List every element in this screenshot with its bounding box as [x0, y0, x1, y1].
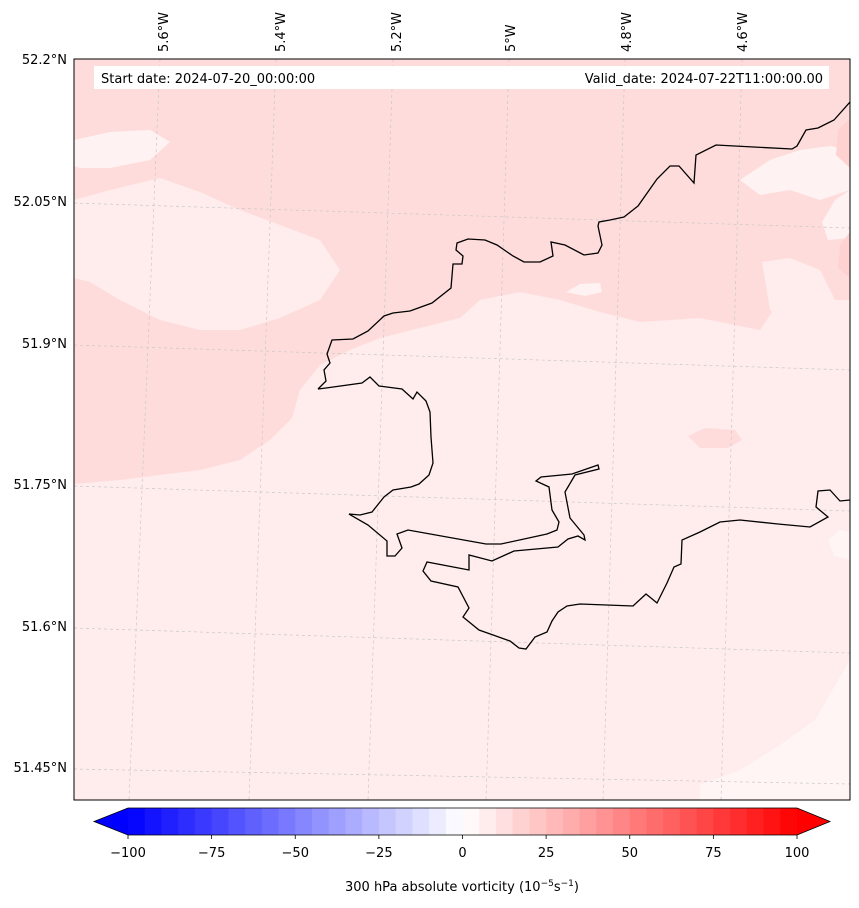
colorbar-tick-label: −50 [282, 846, 309, 861]
colorbar-segment [696, 808, 714, 835]
colorbar-segment [445, 808, 464, 835]
colorbar-segment [429, 808, 447, 835]
colorbar-segment [596, 808, 614, 835]
vorticity-contour-low-nw [74, 130, 170, 168]
colorbar-segment [261, 808, 280, 835]
vorticity-contour-low-e2 [762, 258, 850, 335]
map-frame [73, 58, 851, 801]
lat-label: 51.6°N [22, 620, 67, 635]
colorbar-segment [512, 808, 530, 835]
colorbar-extend-low [94, 808, 128, 835]
colorbar-segment [144, 808, 163, 835]
colorbar-segment [178, 808, 196, 835]
lat-label: 51.9°N [22, 337, 67, 352]
colorbar-tick-label: 50 [621, 846, 638, 861]
lat-label: 52.05°N [14, 195, 67, 210]
lat-label: 52.2°N [22, 53, 67, 68]
colorbar-tick-label: 75 [705, 846, 722, 861]
colorbar-segment [579, 808, 597, 835]
vorticity-contour-high-e1 [836, 118, 850, 168]
colorbar-segment [746, 808, 765, 835]
colorbar-segment [679, 808, 698, 835]
coastline-north [317, 101, 850, 390]
colorbar-segment [529, 808, 547, 835]
lon-label: 5.4°W [274, 12, 289, 52]
colorbar-segment [763, 808, 781, 835]
latitude-labels: 52.2°N 52.05°N 51.9°N 51.75°N 51.6°N 51.… [14, 53, 67, 776]
colorbar-extend-high [797, 808, 830, 835]
colorbar-segment [228, 808, 246, 835]
colorbar-segment [161, 808, 179, 835]
colorbar-tick-label: 0 [458, 846, 466, 861]
start-date-text: Start date: 2024-07-20_00:00:00 [101, 72, 315, 87]
colorbar-segment [562, 808, 581, 835]
colorbar-segment [211, 808, 229, 835]
coastline-south [317, 376, 850, 650]
colorbar-tick-label: 25 [538, 846, 555, 861]
colorbar-segment [495, 808, 514, 835]
colorbar-segment [311, 808, 330, 835]
colorbar-tick-label: −25 [365, 846, 392, 861]
vorticity-contour-low-se [700, 660, 850, 800]
meridian-gridlines [128, 59, 743, 800]
colorbar-segment [629, 808, 648, 835]
colorbar-tick-label: 100 [785, 846, 810, 861]
colorbar-ticks: −100 −75 −50 −25 0 25 50 75 100 [110, 835, 809, 861]
colorbar-segment [128, 808, 146, 835]
vorticity-contour-high-s [688, 428, 742, 448]
colorbar-segment [328, 808, 347, 835]
vorticity-contour-high-e2 [838, 232, 850, 278]
longitude-labels: 5.6°W 5.4°W 5.2°W 5°W 4.8°W 4.6°W [157, 12, 751, 52]
colorbar-tick-label: −100 [110, 846, 146, 861]
map-panel: Start date: 2024-07-20_00:00:00 Valid_da… [14, 12, 851, 801]
lon-label: 4.8°W [620, 12, 635, 52]
colorbar: −100 −75 −50 −25 0 25 50 75 100 300 hPa absolute… [92, 807, 832, 895]
lat-label: 51.45°N [14, 761, 67, 776]
colorbar-segment [245, 808, 263, 835]
colorbar-segments [94, 808, 830, 835]
vorticity-contour-low-west [74, 178, 340, 330]
vorticity-contour-low-se2 [828, 530, 850, 560]
colorbar-segment [546, 808, 564, 835]
vorticity-contour-low-mid [566, 283, 602, 296]
colorbar-segment [278, 808, 296, 835]
valid-date-text: Valid_date: 2024-07-22T11:00:00.00 [585, 72, 823, 87]
lon-label: 5.6°W [157, 12, 172, 52]
colorbar-segment [479, 808, 497, 835]
lon-label: 5.2°W [390, 12, 405, 52]
colorbar-segment [780, 808, 798, 835]
lat-label: 51.75°N [14, 478, 67, 493]
colorbar-segment [663, 808, 681, 835]
date-info-box: Start date: 2024-07-20_00:00:00 Valid_da… [94, 66, 829, 89]
lon-label: 5°W [504, 24, 519, 52]
colorbar-segment [194, 808, 213, 835]
lon-label: 4.6°W [736, 12, 751, 52]
colorbar-segment [646, 808, 664, 835]
colorbar-segment [613, 808, 631, 835]
colorbar-segment [412, 808, 430, 835]
colorbar-segment [295, 808, 313, 835]
colorbar-segment [362, 808, 380, 835]
colorbar-segment [378, 808, 397, 835]
vorticity-contour-high [74, 59, 850, 484]
colorbar-segment [345, 808, 363, 835]
colorbar-segment [713, 808, 731, 835]
colorbar-label: 300 hPa absolute vorticity (10−5s−1) [345, 879, 579, 895]
colorbar-segment [730, 808, 748, 835]
colorbar-segment [462, 808, 480, 835]
colorbar-tick-label: −75 [198, 846, 225, 861]
colorbar-segment [395, 808, 413, 835]
vorticity-contour-low-ne [740, 146, 850, 200]
